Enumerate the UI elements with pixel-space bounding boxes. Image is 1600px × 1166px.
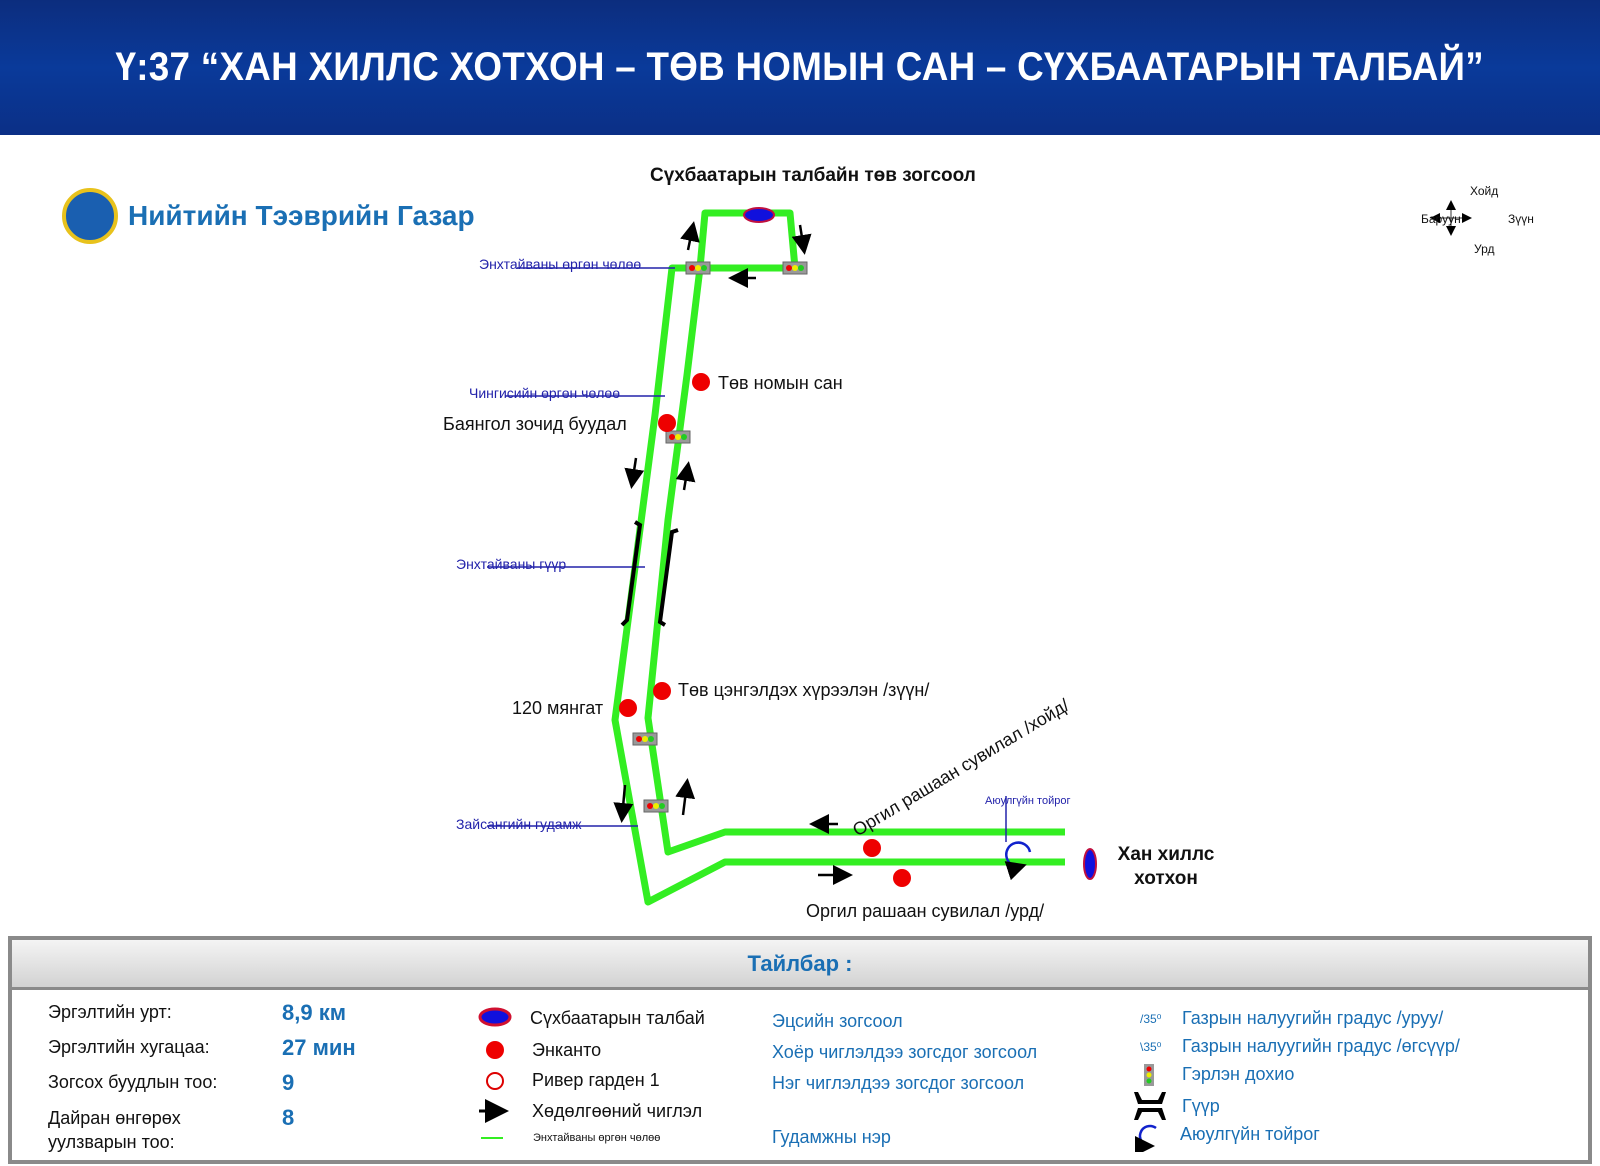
stat-value: 9 xyxy=(282,1070,295,1095)
legend-meaning: Эцсийн зогсоол xyxy=(772,1011,903,1031)
header-banner: Ү:37 “ХАН ХИЛЛС ХОТХОН – ТӨВ НОМЫН САН –… xyxy=(0,0,1600,135)
legend-meaning: Хоёр чиглэлдээ зогсдог зогсоол xyxy=(772,1042,1038,1062)
direction-arrow-icon xyxy=(675,461,696,491)
traffic-light-icon xyxy=(665,430,691,444)
legend-meaning: Нэг чиглэлдээ зогсдог зогсоол xyxy=(772,1073,1025,1093)
direction-arrow-icon xyxy=(680,221,700,251)
stop-marker xyxy=(653,682,671,700)
stat-label: Эргэлтийн хугацаа: xyxy=(48,1037,210,1057)
route-map xyxy=(487,207,1097,906)
filled-stop-icon xyxy=(486,1041,504,1059)
traffic-light-icon xyxy=(1144,1064,1154,1086)
organization-logo xyxy=(62,188,118,244)
terminal-oval-icon xyxy=(478,1007,512,1027)
stop-label: Оргил рашаан сувилал /урд/ xyxy=(806,901,1045,921)
terminal-oval-icon xyxy=(743,207,775,223)
roundabout-icon xyxy=(1134,1124,1157,1152)
hollow-stop-icon xyxy=(486,1072,504,1090)
stop-marker xyxy=(658,414,676,432)
stop-marker xyxy=(619,699,637,717)
direction-arrow-icon xyxy=(624,457,645,489)
direction-arrow-icon xyxy=(613,784,634,823)
compass-north: Хойд xyxy=(1470,184,1499,198)
traffic-light-icon xyxy=(782,261,808,275)
stop-label: Баянгол зочид буудал xyxy=(443,414,627,434)
stop-marker xyxy=(863,839,881,857)
legend-panel: Тайлбар : xyxy=(8,936,1592,1164)
direction-arrow-icon xyxy=(791,224,812,255)
stat-label: Эргэлтийн урт: xyxy=(48,1002,172,1022)
street-label: Чингисийн өргөн чөлөө xyxy=(469,385,620,401)
stat-label: Зогсох буудлын тоо: xyxy=(48,1072,218,1092)
legend-extra-label: Газрын налуугийн градус /уруу/ xyxy=(1182,1008,1444,1028)
legend-item-label: Ривер гарден 1 xyxy=(532,1070,660,1090)
bridge-icon xyxy=(620,520,679,627)
terminal-north-label: Сүхбаатарын талбайн төв зогсоол xyxy=(650,165,976,186)
stop-marker xyxy=(893,869,911,887)
legend-extra-label: Гүүр xyxy=(1182,1096,1220,1116)
legend-item-label: Энхтайваны өргөн чөлөө xyxy=(533,1132,661,1144)
legend-extra-label: Газрын налуугийн градус /өгсүүр/ xyxy=(1182,1036,1460,1056)
route-title: Ү:37 “ХАН ХИЛЛС ХОТХОН – ТӨВ НОМЫН САН –… xyxy=(115,45,1485,89)
legend-extra-symbols xyxy=(1134,1064,1166,1152)
stop-label: Төв номын сан xyxy=(718,373,843,393)
street-label: Энхтайваны өргөн чөлөө xyxy=(479,256,642,272)
legend-symbols xyxy=(478,1007,512,1139)
stat-value: 8,9 км xyxy=(282,1000,346,1025)
slope-up-icon: \35⁰ xyxy=(1140,1040,1162,1054)
traffic-light-icon xyxy=(685,261,711,275)
compass-east: Зүүн xyxy=(1508,212,1534,226)
legend-title: Тайлбар : xyxy=(747,950,853,976)
stop-marker xyxy=(692,373,710,391)
direction-arrow-icon xyxy=(675,778,696,816)
stop-label: 120 мянгат xyxy=(512,698,604,718)
stat-value: 8 xyxy=(282,1105,295,1130)
organization-name: Нийтийн Тээврийн Газар xyxy=(128,200,475,231)
street-label: Энхтайваны гүүр xyxy=(456,556,567,572)
legend-meaning: Гудамжны нэр xyxy=(772,1127,891,1147)
legend-header: Тайлбар : xyxy=(12,940,1588,990)
compass-icon xyxy=(1430,200,1472,236)
roundabout-label: Аюулгүйн тойрог xyxy=(985,795,1071,807)
street-label: Зайсангийн гудамж xyxy=(456,816,582,832)
legend-item-label: Энканто xyxy=(532,1040,602,1060)
stat-label: Дайран өнгөрөх уулзварын тоо: xyxy=(48,1108,181,1152)
stops xyxy=(619,373,911,887)
compass-west: Баруун xyxy=(1421,212,1461,226)
terminal-south-label: Хан хиллс хотхон xyxy=(1117,844,1215,889)
legend-extra-label: Гэрлэн дохио xyxy=(1182,1064,1295,1084)
traffic-light-icon xyxy=(632,732,658,746)
stop-label: Төв цэнгэлдэх хүрээлэн /зүүн/ xyxy=(678,680,930,700)
stat-value: 27 мин xyxy=(282,1035,356,1060)
traffic-light-icon xyxy=(643,799,669,813)
compass-south: Урд xyxy=(1474,242,1495,256)
terminal-oval-icon xyxy=(1083,848,1097,880)
legend-item-label: Сүхбаатарын талбай xyxy=(530,1008,705,1028)
legend-item-label: Хөдөлгөөний чиглэл xyxy=(532,1101,703,1121)
legend-extra-label: Аюулгүйн тойрог xyxy=(1180,1124,1320,1144)
bridge-icon xyxy=(1134,1092,1166,1120)
roundabout-icon xyxy=(1004,841,1032,881)
slope-down-icon: /35⁰ xyxy=(1140,1012,1162,1026)
